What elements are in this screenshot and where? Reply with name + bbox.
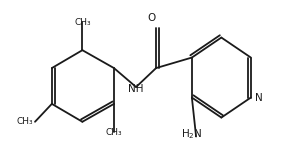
Text: O: O <box>148 13 156 23</box>
Text: CH₃: CH₃ <box>74 18 91 26</box>
Text: CH₃: CH₃ <box>16 117 33 126</box>
Text: CH₃: CH₃ <box>106 127 122 136</box>
Text: H$_2$N: H$_2$N <box>181 127 203 141</box>
Text: NH: NH <box>128 84 144 94</box>
Text: N: N <box>255 93 262 103</box>
